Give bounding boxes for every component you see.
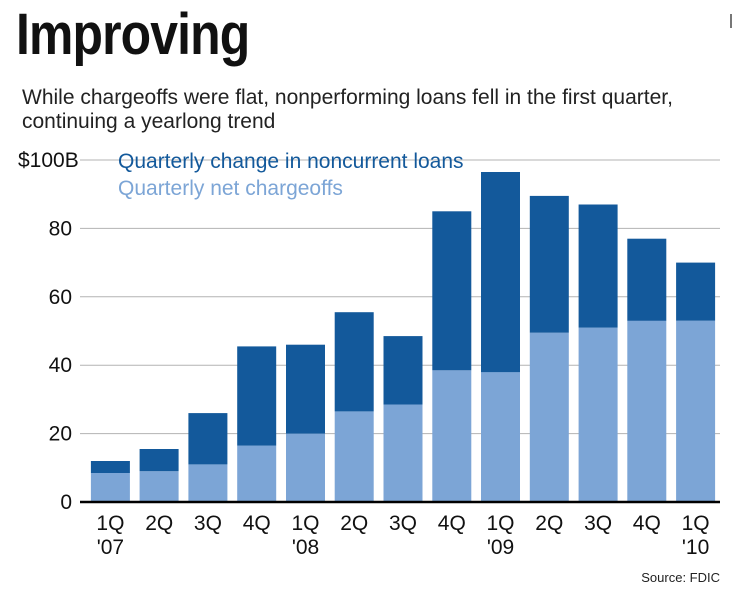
x-tick-year-label: '09 — [487, 536, 514, 559]
x-tick-label: 4Q — [243, 512, 271, 535]
x-tick-year-label: '10 — [682, 536, 709, 559]
bar-noncurrent — [237, 346, 277, 446]
bar-chargeoffs — [237, 445, 277, 502]
bar-noncurrent — [529, 195, 569, 333]
legend-noncurrent: Quarterly change in noncurrent loans — [118, 150, 464, 173]
legend-chargeoffs: Quarterly net chargeoffs — [118, 177, 343, 200]
x-tick-year-label: '07 — [97, 536, 124, 559]
chart-subtitle: While chargeoffs were flat, nonperformin… — [22, 86, 673, 133]
bar-noncurrent — [481, 172, 520, 373]
legend: Quarterly change in noncurrent loans Quar… — [118, 150, 464, 200]
x-tick-label: 1Q — [96, 512, 124, 535]
bar-chargeoffs — [334, 411, 374, 502]
bar-chargeoffs — [481, 372, 520, 502]
x-tick-label: 1Q — [682, 512, 710, 535]
y-tick-label: 40 — [49, 354, 72, 377]
bar-noncurrent — [627, 238, 667, 321]
x-tick-label: 3Q — [389, 512, 417, 535]
edge-mark — [730, 14, 732, 28]
x-tick-label: 2Q — [535, 512, 563, 535]
bar-noncurrent — [334, 312, 374, 412]
bar-noncurrent — [188, 413, 228, 465]
bar-noncurrent — [383, 336, 423, 405]
bar-noncurrent — [90, 461, 130, 473]
bar-chargeoffs — [627, 320, 667, 502]
x-tick-label: 4Q — [438, 512, 466, 535]
bar-noncurrent — [286, 344, 325, 434]
y-tick-label: 60 — [49, 286, 72, 309]
y-tick-label: 80 — [49, 217, 72, 240]
x-tick-label: 1Q — [486, 512, 514, 535]
x-tick-year-label: '08 — [292, 536, 319, 559]
source-note: Source: FDIC — [641, 570, 720, 585]
x-tick-label: 1Q — [291, 512, 319, 535]
x-tick-label: 2Q — [145, 512, 173, 535]
bar-noncurrent — [578, 204, 618, 328]
bar-chargeoffs — [578, 327, 618, 502]
y-tick-label: 20 — [49, 423, 72, 446]
chart-title: Improving — [16, 2, 250, 67]
bar-noncurrent — [139, 449, 179, 472]
bar-chargeoffs — [432, 370, 472, 502]
x-tick-label: 3Q — [584, 512, 612, 535]
bar-chargeoffs — [676, 320, 716, 502]
bar-noncurrent — [432, 211, 472, 371]
x-tick-label: 2Q — [340, 512, 368, 535]
bar-chargeoffs — [90, 472, 130, 502]
bar-chargeoffs — [286, 433, 325, 502]
bars — [90, 172, 716, 502]
x-tick-label: 4Q — [633, 512, 661, 535]
bar-noncurrent — [676, 262, 716, 321]
bar-chargeoffs — [383, 404, 423, 502]
y-tick-label: 0 — [60, 491, 72, 514]
bar-chargeoffs — [139, 471, 179, 502]
bar-chargeoffs — [188, 464, 228, 502]
x-tick-label: 3Q — [194, 512, 222, 535]
bar-chargeoffs — [529, 332, 569, 502]
y-tick-label: $100B — [18, 149, 79, 172]
